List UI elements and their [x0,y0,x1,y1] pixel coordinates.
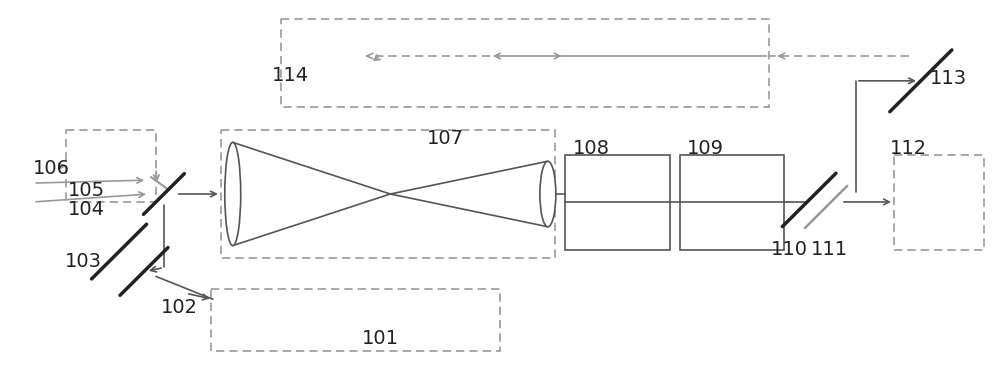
Text: 104: 104 [68,200,105,219]
Bar [894,155,984,249]
Text: 111: 111 [811,240,848,259]
Text: 108: 108 [573,139,610,158]
Text: 107: 107 [427,129,464,148]
Text: 114: 114 [272,66,309,85]
Text: 101: 101 [362,329,399,348]
Bar [66,130,156,202]
Bar [281,19,769,107]
Bar [211,289,500,351]
Text: 110: 110 [771,240,808,259]
Text: 103: 103 [65,252,102,271]
Bar [680,155,784,249]
Ellipse shape [540,161,556,227]
Text: 102: 102 [160,298,197,317]
Text: 113: 113 [930,69,967,88]
Bar [565,155,670,249]
Text: 106: 106 [33,159,70,178]
Text: 105: 105 [68,180,105,199]
Text: 112: 112 [890,139,927,158]
Bar [221,130,555,258]
Ellipse shape [225,142,241,246]
Text: 109: 109 [687,139,724,158]
